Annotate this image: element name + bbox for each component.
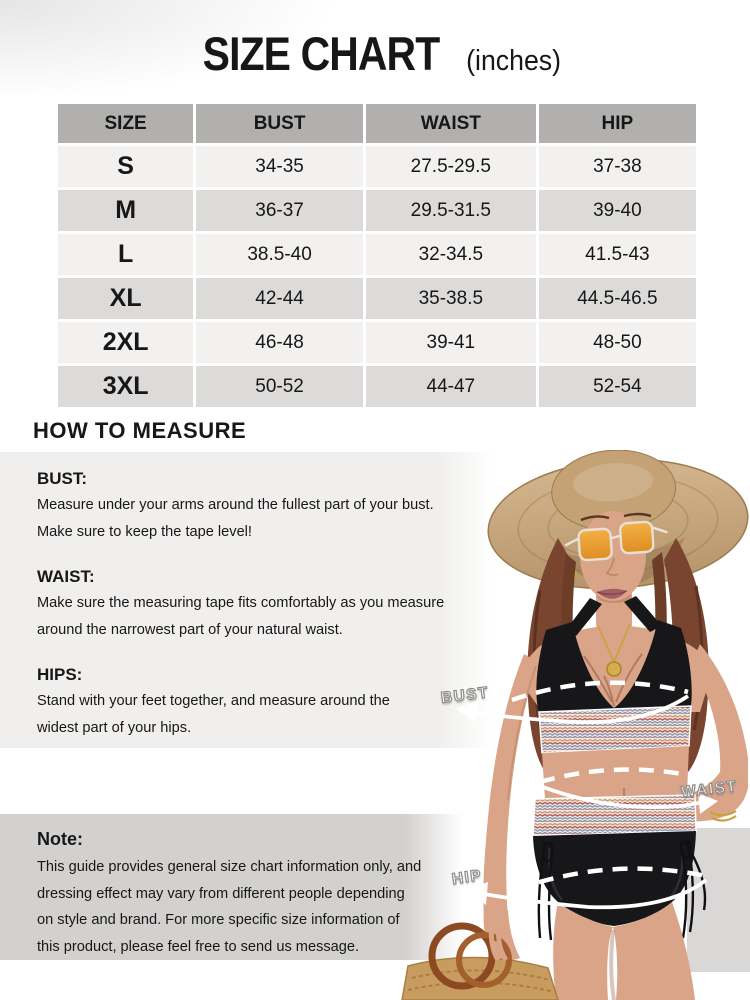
measurement-cell: 38.5-40 xyxy=(196,234,363,275)
measurement-cell: 52-54 xyxy=(538,366,696,407)
straw-bag xyxy=(401,919,559,1000)
measure-section-line: Stand with your feet together, and measu… xyxy=(37,693,390,709)
size-cell: 2XL xyxy=(58,322,194,363)
measure-section-line: widest part of your hips. xyxy=(37,720,192,736)
measurement-cell: 39-40 xyxy=(538,190,696,231)
note-line: dressing effect may vary from different … xyxy=(37,885,405,902)
measure-section-line: Measure under your arms around the fulle… xyxy=(37,497,434,513)
measurement-cell: 37-38 xyxy=(538,146,696,187)
measure-section-line: around the narrowest part of your natura… xyxy=(37,622,343,638)
measure-section-label: WAIST: xyxy=(37,567,95,586)
page-corner-shading xyxy=(0,0,340,100)
measurement-cell: 35-38.5 xyxy=(365,278,536,319)
note-line: this product, please feel free to send u… xyxy=(37,938,360,955)
table-row: 2XL 46-48 39-41 48-50 xyxy=(58,322,696,363)
measurement-cell: 44.5-46.5 xyxy=(538,278,696,319)
product-photo: BUST WAIST HIP xyxy=(400,450,750,1000)
table-header-row: SIZE BUST WAIST HIP xyxy=(58,104,696,143)
eyebrows xyxy=(580,512,652,522)
legs xyxy=(553,902,695,1000)
midriff xyxy=(542,746,689,799)
table-row: 3XL 50-52 44-47 52-54 xyxy=(58,366,696,407)
measurement-cell: 36-37 xyxy=(196,190,363,231)
measure-section: WAIST: Make sure the measuring tape fits … xyxy=(37,567,492,644)
photo-backdrop-corner xyxy=(687,828,750,972)
measurement-cell: 32-34.5 xyxy=(365,234,536,275)
column-header: HIP xyxy=(538,104,696,143)
striped-bust-band xyxy=(538,705,692,754)
hip-measurement-ring xyxy=(466,866,708,910)
table-row: S 34-35 27.5-29.5 37-38 xyxy=(58,146,696,187)
note-panel: Note: This guide provides general size c… xyxy=(0,814,462,960)
waist-measurement-ring xyxy=(539,767,718,814)
note-line: on style and brand. For more specific si… xyxy=(37,912,400,928)
column-header: BUST xyxy=(196,104,363,143)
necklace xyxy=(597,623,631,677)
nose xyxy=(605,557,619,577)
bracelet xyxy=(709,810,737,822)
column-header: WAIST xyxy=(365,104,536,143)
measurement-cell: 46-48 xyxy=(196,322,363,363)
measurement-cell: 27.5-29.5 xyxy=(365,146,536,187)
measurement-cell: 48-50 xyxy=(538,322,696,363)
note-line: This guide provides general size chart i… xyxy=(37,859,422,875)
measurement-cell: 42-44 xyxy=(196,278,363,319)
column-header: SIZE xyxy=(58,104,194,143)
measurement-cell: 39-41 xyxy=(365,322,536,363)
measure-section-label: BUST: xyxy=(37,469,88,488)
page-title: SIZE CHART (inches) xyxy=(0,26,750,81)
size-cell: XL xyxy=(58,278,194,319)
title-unit: (inches) xyxy=(465,45,561,77)
measure-section: HIPS: Stand with your feet together, and … xyxy=(37,665,492,742)
note-heading: Note: xyxy=(37,829,83,849)
model-illustration xyxy=(401,450,750,1000)
table-row: M 36-37 29.5-31.5 39-40 xyxy=(58,190,696,231)
measurement-cell: 34-35 xyxy=(196,146,363,187)
measure-instructions-panel: BUST: Measure under your arms around the … xyxy=(0,452,492,748)
bikini-top xyxy=(536,596,692,712)
measurement-cell: 41.5-43 xyxy=(538,234,696,275)
title-main: SIZE CHART xyxy=(202,27,441,80)
bust-measurement-ring xyxy=(456,680,690,725)
measure-section-line: Make sure to keep the tape level! xyxy=(37,524,252,540)
table-row: L 38.5-40 32-34.5 41.5-43 xyxy=(58,234,696,275)
table-row: XL 42-44 35-38.5 44.5-46.5 xyxy=(58,278,696,319)
size-cell: 3XL xyxy=(58,366,194,407)
size-cell: S xyxy=(58,146,194,187)
size-cell: M xyxy=(58,190,194,231)
how-to-measure-heading: HOW TO MEASURE xyxy=(33,418,247,443)
size-cell: L xyxy=(58,234,194,275)
measurement-cell: 44-47 xyxy=(365,366,536,407)
sunglasses-icon xyxy=(564,520,668,562)
measure-section: BUST: Measure under your arms around the … xyxy=(37,469,492,546)
striped-hip-band xyxy=(532,794,697,837)
measurement-cell: 50-52 xyxy=(196,366,363,407)
measure-section-label: HIPS: xyxy=(37,665,83,684)
measurement-cell: 29.5-31.5 xyxy=(365,190,536,231)
measure-section-line: Make sure the measuring tape fits comfor… xyxy=(37,595,445,611)
size-chart-table: SIZE BUST WAIST HIP S 34-35 27.5-29.5 37-38 M 36… xyxy=(55,101,699,410)
hand-fingers xyxy=(488,919,509,962)
